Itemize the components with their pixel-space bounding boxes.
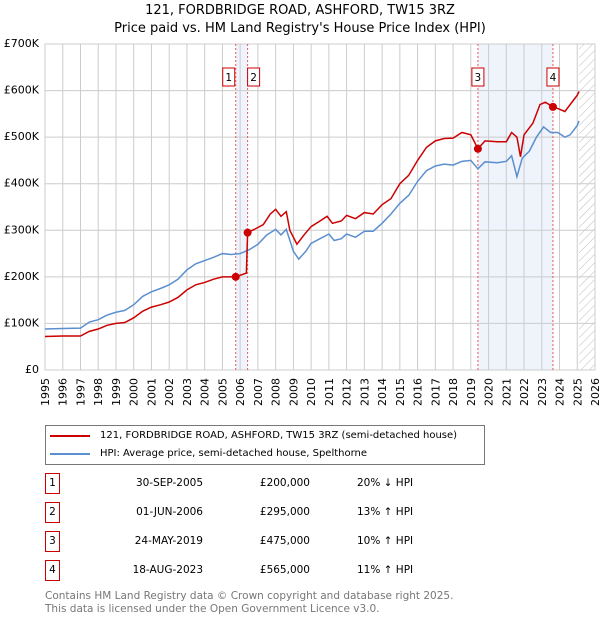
footer-line-1: Contains HM Land Registry data © Crown c…: [45, 590, 454, 602]
y-tick-label: £200K: [4, 270, 40, 283]
x-tick-label: 2000: [128, 378, 141, 406]
y-tick-label: £0: [25, 363, 39, 376]
legend-swatch-property: [50, 434, 90, 437]
shaded-period: [235, 44, 248, 370]
legend: 121, FORDBRIDGE ROAD, ASHFORD, TW15 3RZ …: [45, 425, 485, 465]
sale-point: [548, 102, 557, 111]
sale-row: 3 24-MAY-2019 £475,000 10% ↑ HPI: [45, 531, 465, 552]
sale-point: [231, 272, 240, 281]
footer-line-2: This data is licensed under the Open Gov…: [45, 603, 380, 615]
sale-hpi-change: 20% ↓ HPI: [357, 477, 414, 489]
x-tick-label: 2003: [181, 378, 194, 406]
sale-number-badge: 1: [45, 473, 60, 494]
legend-swatch-hpi: [50, 452, 90, 455]
x-tick-label: 2002: [163, 378, 176, 406]
x-tick-label: 2013: [358, 378, 371, 406]
sale-row: 4 18-AUG-2023 £565,000 11% ↑ HPI: [45, 560, 465, 581]
sale-number-badge: 4: [45, 560, 60, 581]
y-tick-label: £400K: [4, 177, 40, 190]
sale-label: 1: [225, 72, 232, 84]
sale-date: 30-SEP-2005: [135, 477, 203, 489]
chart-title: 121, FORDBRIDGE ROAD, ASHFORD, TW15 3RZ: [145, 3, 455, 18]
sale-label: 2: [250, 72, 257, 84]
price-chart: 1995 1996 1997 1998 1999 2000 2001 2002 2003 2004…: [4, 37, 600, 406]
hpi-line: [44, 120, 580, 330]
property-price-line: [44, 91, 580, 338]
x-tick-label: 2024: [554, 378, 567, 406]
x-tick-label: 2006: [234, 378, 247, 406]
x-tick-label: 1996: [57, 378, 70, 406]
x-tick-label: 2017: [429, 378, 442, 406]
y-tick-label: £300K: [4, 223, 40, 236]
x-tick-label: 1995: [39, 378, 52, 406]
sale-row: 1 30-SEP-2005 £200,000 20% ↓ HPI: [45, 473, 465, 494]
sale-hpi-change: 13% ↑ HPI: [357, 506, 414, 518]
sale-label-box: [546, 67, 560, 87]
x-tick-label: 1999: [110, 378, 123, 406]
x-tick-label: 2005: [216, 378, 229, 406]
sale-label: 4: [550, 72, 557, 84]
sale-date: 24-MAY-2019: [134, 535, 203, 547]
x-tick-label: 2021: [500, 378, 513, 406]
x-tick-label: 2004: [199, 378, 212, 406]
x-tick-label: 2001: [145, 378, 158, 406]
sale-number-badge: 3: [45, 531, 60, 552]
x-tick-label: 2014: [376, 378, 389, 406]
legend-label-property: 121, FORDBRIDGE ROAD, ASHFORD, TW15 3RZ …: [100, 430, 458, 441]
sale-number-badge: 2: [45, 502, 60, 523]
sale-label-box: [247, 67, 261, 87]
shaded-period: [477, 44, 553, 370]
sale-point: [473, 144, 482, 153]
x-tick-label: 1997: [74, 378, 87, 406]
forecast-hatch: [579, 44, 595, 370]
x-tick-label: 2022: [518, 378, 531, 406]
footer: Contains HM Land Registry data © Crown c…: [45, 590, 453, 616]
x-tick-label: 2009: [287, 378, 300, 406]
x-tick-label: 2023: [536, 378, 549, 406]
x-tick-label: 2011: [323, 378, 336, 406]
sale-price: £565,000: [259, 564, 310, 576]
x-tick-label: 2018: [447, 378, 460, 406]
x-tick-label: 1998: [92, 378, 105, 406]
chart-subtitle: Price paid vs. HM Land Registry's House …: [114, 21, 486, 36]
x-tick-label: 2026: [589, 378, 600, 406]
sale-row: 2 01-JUN-2006 £295,000 13% ↑ HPI: [45, 502, 465, 523]
x-tick-label: 2010: [305, 378, 318, 406]
sale-hpi-change: 11% ↑ HPI: [357, 564, 414, 576]
sale-label: 3: [475, 72, 482, 84]
y-tick-label: £700K: [4, 37, 40, 50]
sale-hpi-change: 10% ↑ HPI: [357, 535, 414, 547]
sale-date: 01-JUN-2006: [136, 506, 203, 518]
sale-label-box: [222, 67, 236, 87]
x-tick-label: 2007: [252, 378, 265, 406]
y-tick-label: £600K: [4, 84, 40, 97]
x-tick-label: 2019: [465, 378, 478, 406]
sale-date: 18-AUG-2023: [132, 564, 203, 576]
sale-price: £475,000: [259, 535, 310, 547]
legend-label-hpi: HPI: Average price, semi-detached house,…: [100, 448, 368, 459]
sale-price: £295,000: [259, 506, 310, 518]
x-tick-label: 2008: [270, 378, 283, 406]
sale-label-box: [471, 67, 485, 87]
x-tick-label: 2015: [394, 378, 407, 406]
x-tick-label: 2025: [571, 378, 584, 406]
sale-point: [243, 228, 252, 237]
sale-price: £200,000: [259, 477, 310, 489]
x-tick-label: 2016: [412, 378, 425, 406]
x-tick-label: 2020: [483, 378, 496, 406]
plot-border: [44, 43, 596, 371]
y-tick-label: £100K: [4, 316, 40, 329]
x-tick-label: 2012: [341, 378, 354, 406]
y-tick-label: £500K: [4, 130, 40, 143]
